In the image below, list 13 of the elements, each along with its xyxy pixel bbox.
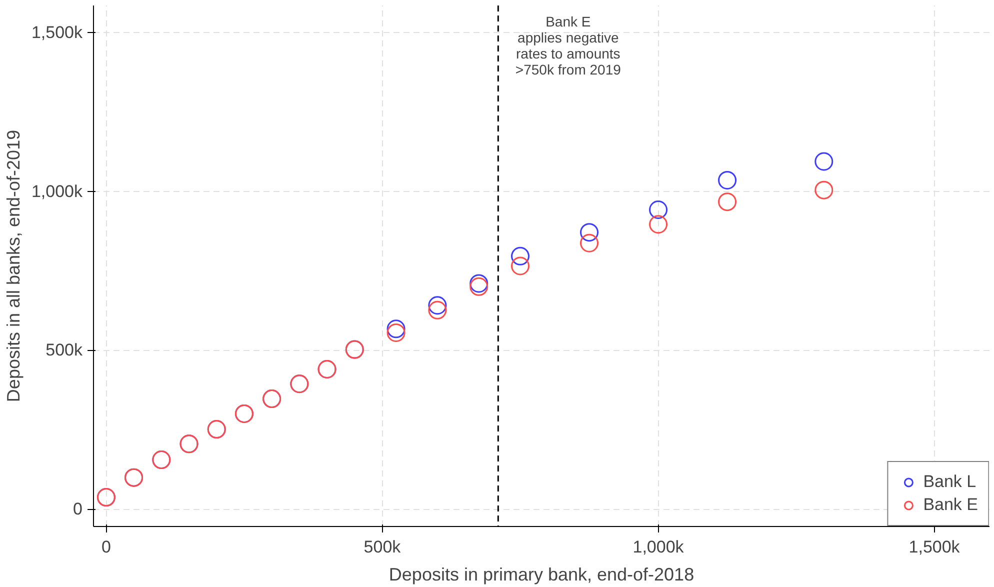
x-axis-title: Deposits in primary bank, end-of-2018 (388, 564, 694, 584)
y-tick-label: 1,000k (31, 182, 83, 201)
x-tick-label: 1,500k (908, 538, 960, 556)
x-tick-label: 0 (101, 538, 111, 556)
y-tick-label: 0 (73, 500, 83, 519)
legend-label: Bank L (923, 472, 976, 492)
y-tick-label: 500k (46, 340, 83, 360)
x-tick-label: 1,000k (632, 538, 684, 556)
ref-line-label: Bank E applies negative rates to amounts >750k from 2019 (515, 14, 622, 78)
y-tick-label: 1,500k (31, 23, 83, 42)
x-tick-label: 500k (364, 538, 402, 556)
legend-label: Bank E (923, 495, 978, 515)
y-axis-title: Deposits in all banks, end-of-2019 (3, 130, 24, 402)
